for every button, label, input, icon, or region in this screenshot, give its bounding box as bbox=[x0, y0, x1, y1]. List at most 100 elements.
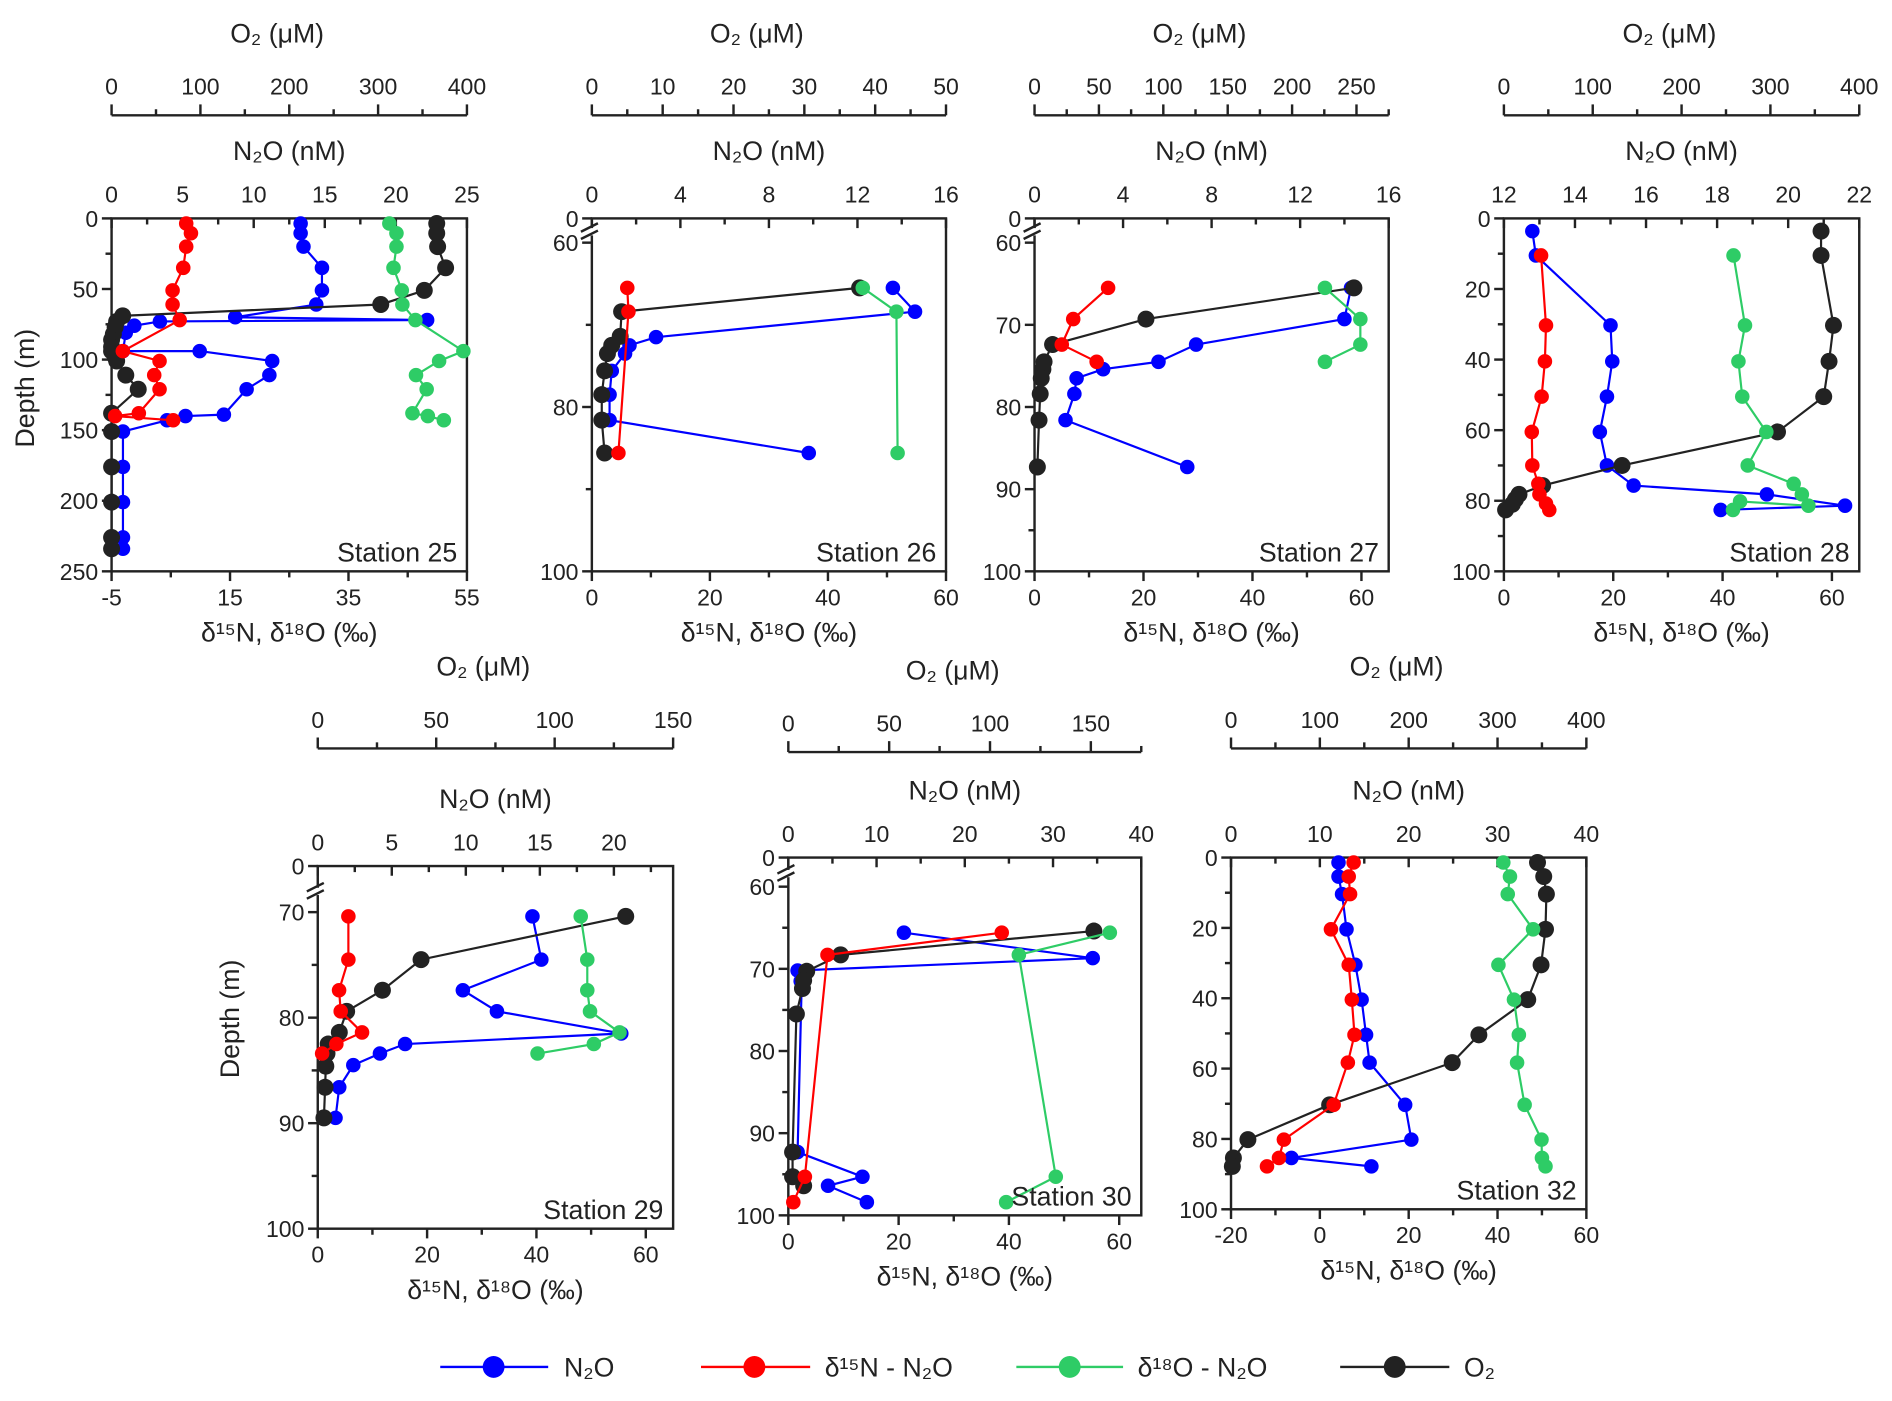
data-point-n2o bbox=[855, 1169, 870, 1184]
delta-tick-label: 0 bbox=[1028, 584, 1041, 610]
data-point-o2 bbox=[1030, 411, 1048, 429]
n2o-tick-label: 16 bbox=[1376, 182, 1402, 208]
data-point-o2 bbox=[103, 423, 121, 441]
n2o-tick-label: 0 bbox=[1028, 182, 1041, 208]
data-point-n2o bbox=[1069, 370, 1084, 386]
delta-tick-label: 0 bbox=[311, 1242, 324, 1268]
data-point-d18o bbox=[1491, 957, 1506, 973]
data-point-d15n bbox=[621, 304, 636, 319]
data-point-d18o bbox=[1801, 498, 1816, 513]
data-point-o2 bbox=[1345, 279, 1363, 297]
data-point-o2 bbox=[1537, 920, 1554, 938]
data-point-d15n bbox=[994, 925, 1010, 940]
legend-label-o2: O₂ bbox=[1464, 1353, 1495, 1383]
series-d18o bbox=[855, 280, 905, 461]
data-point-n2o bbox=[152, 314, 168, 329]
n2o-axis-title: N₂O (nM) bbox=[439, 784, 552, 814]
o2-tick-label: 300 bbox=[1478, 707, 1516, 733]
station-label: Station 27 bbox=[1259, 538, 1379, 568]
depth-tick-label: 80 bbox=[553, 394, 579, 420]
data-point-n2o bbox=[1067, 386, 1082, 402]
data-point-n2o bbox=[178, 408, 193, 424]
data-point-o2 bbox=[596, 444, 614, 462]
data-point-d15n bbox=[1344, 992, 1360, 1007]
depth-tick-label: 60 bbox=[996, 230, 1022, 256]
n2o-tick-label: 16 bbox=[1633, 182, 1659, 208]
o2-tick-label: 0 bbox=[585, 74, 598, 100]
o2-tick-label: 150 bbox=[1072, 710, 1110, 736]
data-point-o2 bbox=[1137, 310, 1155, 328]
series-line-n2o bbox=[1064, 287, 1353, 468]
data-point-o2 bbox=[412, 951, 430, 969]
panel-station-29: 0 50 100 150 O₂ (μM) 0 5 10 15 20 N₂O (nM) 0 20 40 60 δ… bbox=[215, 652, 692, 1305]
data-point-d15n bbox=[329, 1036, 344, 1052]
n2o-axis-title: N₂O (nM) bbox=[909, 775, 1022, 805]
data-point-n2o bbox=[346, 1057, 361, 1073]
data-point-n2o bbox=[648, 329, 664, 345]
data-point-d15n bbox=[1534, 389, 1549, 404]
data-point-o2 bbox=[1812, 246, 1830, 264]
data-point-d18o bbox=[1794, 487, 1810, 502]
o2-tick-label: 10 bbox=[650, 74, 676, 100]
data-point-d15n bbox=[165, 413, 181, 428]
data-point-d15n bbox=[611, 445, 626, 461]
data-point-n2o bbox=[331, 1080, 347, 1095]
n2o-tick-label: 0 bbox=[782, 821, 795, 847]
legend-item-o2: O₂ bbox=[1340, 1353, 1495, 1383]
data-point-o2 bbox=[316, 1078, 334, 1096]
data-point-d15n bbox=[1340, 1055, 1356, 1070]
n2o-tick-label: 22 bbox=[1846, 182, 1872, 208]
legend-item-n2o: N₂O bbox=[440, 1353, 614, 1383]
data-point-d18o bbox=[1538, 1159, 1553, 1174]
data-point-d15n bbox=[175, 260, 191, 276]
data-point-o2 bbox=[1535, 868, 1553, 886]
depth-tick-label: 0 bbox=[1008, 206, 1021, 232]
data-point-d18o bbox=[1759, 424, 1774, 440]
delta-axis-title: δ¹⁵N, δ¹⁸O (‰) bbox=[877, 1262, 1053, 1292]
data-point-d15n bbox=[1089, 354, 1104, 370]
depth-tick-label: 20 bbox=[1465, 276, 1491, 302]
data-point-o2 bbox=[1028, 458, 1046, 476]
data-point-o2 bbox=[372, 296, 390, 314]
o2-axis-title: O₂ (μM) bbox=[436, 652, 530, 682]
data-point-n2o bbox=[1331, 855, 1346, 870]
series-o2 bbox=[593, 279, 869, 462]
plot-frame bbox=[110, 217, 469, 573]
data-point-d15n bbox=[1341, 957, 1357, 973]
plot-frame bbox=[590, 217, 948, 573]
data-point-o2 bbox=[1470, 1026, 1488, 1044]
data-point-d18o bbox=[1517, 1097, 1532, 1113]
station-label: Station 29 bbox=[543, 1195, 663, 1225]
data-point-d18o bbox=[855, 280, 871, 296]
data-point-n2o bbox=[1085, 950, 1101, 966]
o2-tick-label: 100 bbox=[535, 707, 573, 733]
station-label: Station 32 bbox=[1457, 1176, 1577, 1206]
data-point-d15n bbox=[1341, 869, 1357, 884]
data-point-d18o bbox=[1500, 886, 1516, 902]
series-d18o bbox=[1725, 248, 1816, 518]
axis-break-mark bbox=[776, 863, 795, 875]
series-n2o bbox=[1525, 223, 1853, 518]
series-d15n bbox=[1054, 280, 1116, 370]
series-d18o bbox=[1491, 855, 1553, 1174]
data-point-o2 bbox=[415, 281, 433, 299]
data-point-n2o bbox=[525, 909, 540, 924]
data-point-o2 bbox=[596, 362, 614, 380]
n2o-tick-label: 10 bbox=[453, 829, 479, 855]
plot-frame bbox=[1033, 217, 1390, 573]
data-point-o2 bbox=[117, 366, 135, 384]
series-line-d18o bbox=[537, 916, 622, 1055]
n2o-tick-label: 16 bbox=[933, 182, 959, 208]
depth-tick-label: 0 bbox=[85, 206, 98, 232]
n2o-tick-label: 20 bbox=[383, 182, 409, 208]
data-point-d15n bbox=[354, 1025, 370, 1040]
series-d15n bbox=[314, 909, 370, 1061]
depth-tick-label: 90 bbox=[996, 477, 1022, 503]
data-point-d18o bbox=[1317, 354, 1333, 370]
o2-tick-label: 0 bbox=[782, 710, 795, 736]
axis-break-mark bbox=[580, 229, 599, 241]
data-point-n2o bbox=[885, 280, 901, 296]
data-point-d18o bbox=[405, 405, 420, 421]
o2-tick-label: 0 bbox=[1028, 74, 1041, 100]
